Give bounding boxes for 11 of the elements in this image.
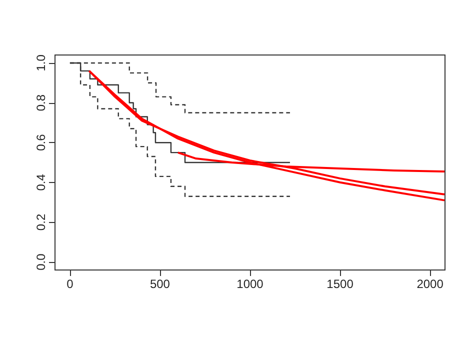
x-tick-label: 500: [150, 277, 170, 291]
y-tick-label: 0.4: [34, 174, 48, 191]
x-tick-label: 1000: [236, 277, 264, 291]
y-tick-label: 0.2: [34, 214, 48, 231]
y-tick-label: 1.0: [34, 54, 48, 72]
x-tick-label: 2000: [416, 277, 444, 291]
y-tick-label: 0.8: [34, 94, 48, 112]
x-tick-label: 1500: [326, 277, 354, 291]
y-tick-label: 0.6: [34, 134, 48, 151]
y-tick-label: 0.0: [34, 253, 48, 270]
x-tick-label: 0: [66, 277, 74, 291]
